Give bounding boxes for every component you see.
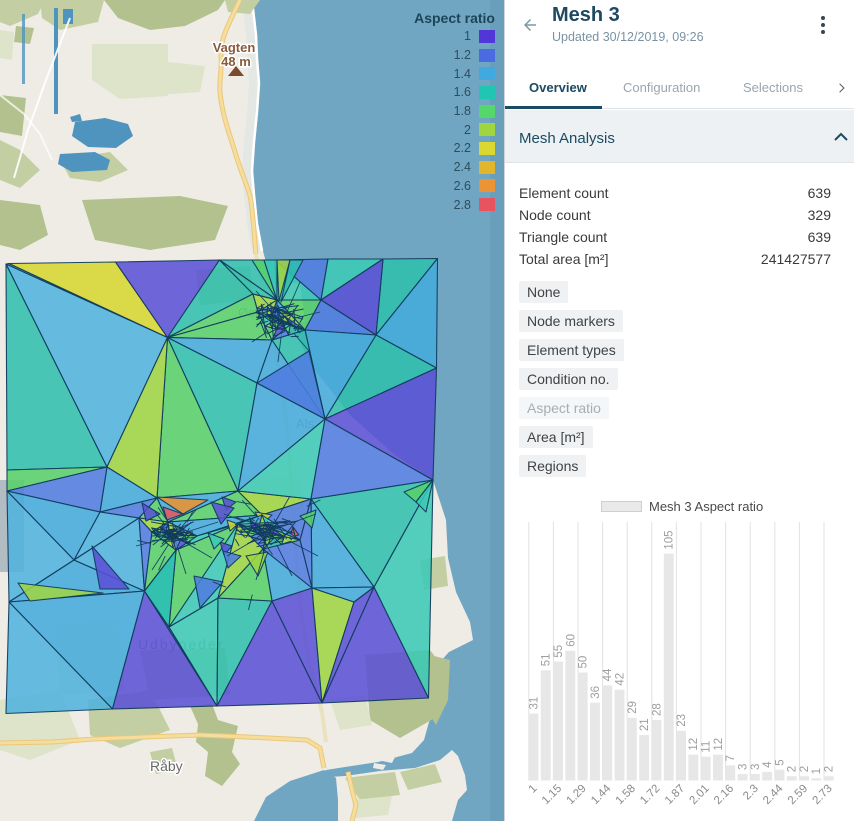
svg-text:2: 2 [799,766,811,772]
svg-text:2: 2 [787,766,799,772]
svg-text:2.73: 2.73 [811,783,835,807]
svg-text:Vagten: Vagten [213,40,256,55]
svg-text:42: 42 [615,673,627,686]
svg-text:105: 105 [664,530,676,549]
svg-text:2.44: 2.44 [761,782,786,807]
svg-text:4: 4 [762,761,774,768]
svg-text:Råby: Råby [150,758,183,774]
svg-text:31: 31 [528,697,540,710]
svg-text:1: 1 [811,768,823,774]
svg-text:23: 23 [676,714,688,727]
svg-text:1.58: 1.58 [614,783,638,807]
svg-text:5: 5 [774,759,786,765]
svg-text:1.72: 1.72 [638,783,662,807]
svg-text:1: 1 [527,783,540,796]
svg-text:36: 36 [590,686,602,699]
svg-text:7: 7 [725,755,737,761]
svg-text:3: 3 [738,764,750,770]
svg-text:11: 11 [701,741,713,753]
svg-text:51: 51 [541,654,553,667]
svg-text:44: 44 [602,668,614,681]
svg-text:2.16: 2.16 [712,783,736,807]
svg-text:21: 21 [639,718,651,731]
svg-text:29: 29 [627,701,639,714]
svg-text:12: 12 [688,738,700,751]
svg-text:3: 3 [750,764,762,770]
svg-text:2.3: 2.3 [741,783,761,803]
svg-text:2.01: 2.01 [688,783,712,807]
svg-text:60: 60 [565,634,577,647]
svg-text:48 m: 48 m [221,54,251,69]
svg-text:28: 28 [651,703,663,716]
svg-text:1.44: 1.44 [589,782,614,807]
svg-text:55: 55 [553,645,565,658]
svg-text:1.29: 1.29 [565,783,589,807]
svg-text:50: 50 [578,656,590,669]
svg-text:1.15: 1.15 [540,783,564,807]
svg-text:2: 2 [824,766,836,772]
svg-text:2.59: 2.59 [786,783,810,807]
svg-text:1.87: 1.87 [663,783,687,807]
svg-text:12: 12 [713,738,725,751]
